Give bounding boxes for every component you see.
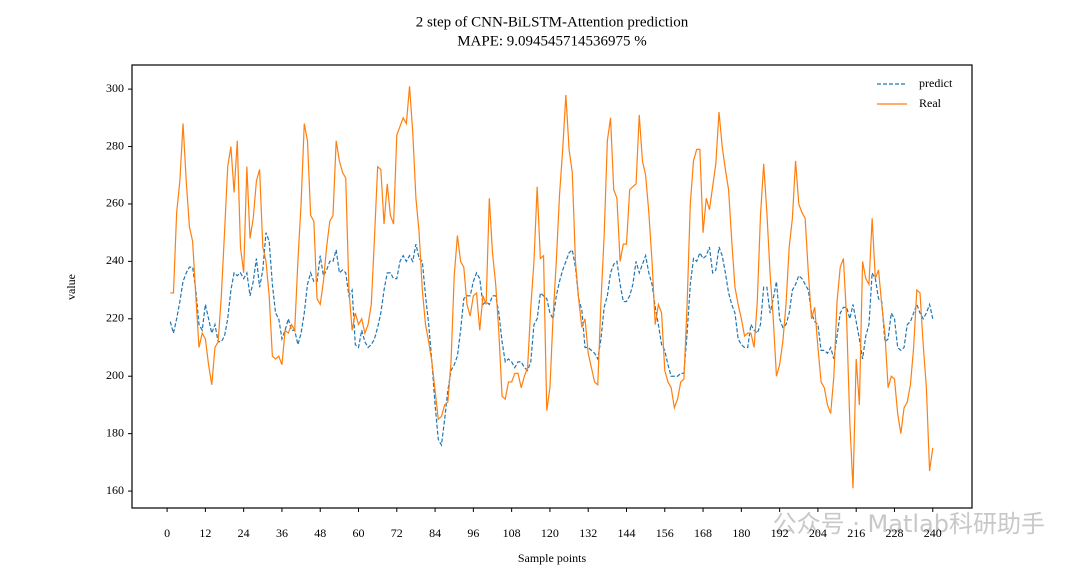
x-tick-label: 24: [238, 526, 250, 540]
legend-label: Real: [919, 96, 942, 110]
x-tick-label: 96: [467, 526, 479, 540]
series-line: [169, 232, 934, 448]
y-tick-label: 280: [106, 138, 124, 152]
x-tick-label: 144: [617, 526, 635, 540]
x-tick-label: 36: [276, 526, 288, 540]
x-tick-label: 108: [503, 526, 521, 540]
x-tick-label: 192: [771, 526, 789, 540]
watermark: 公众号 · Matlab科研助手: [773, 510, 1045, 538]
x-axis-label: Sample points: [518, 551, 587, 565]
x-tick-label: 240: [924, 526, 942, 540]
x-tick-label: 120: [541, 526, 559, 540]
x-tick-label: 204: [809, 526, 827, 540]
x-tick-label: 60: [353, 526, 365, 540]
y-tick-label: 180: [106, 425, 124, 439]
x-tick-label: 180: [732, 526, 750, 540]
x-tick-label: 72: [391, 526, 403, 540]
x-tick-label: 228: [885, 526, 903, 540]
y-tick-label: 220: [106, 311, 124, 325]
x-tick-label: 216: [847, 526, 865, 540]
y-tick-label: 300: [106, 81, 124, 95]
legend-label: predict: [919, 76, 953, 90]
y-tick-label: 240: [106, 253, 124, 267]
y-tick-label: 260: [106, 196, 124, 210]
x-tick-label: 48: [314, 526, 326, 540]
x-tick-label: 0: [164, 526, 170, 540]
y-tick-label: 200: [106, 368, 124, 382]
x-tick-label: 132: [579, 526, 597, 540]
x-tick-label: 168: [694, 526, 712, 540]
y-axis-label: value: [64, 274, 78, 300]
x-tick-label: 12: [199, 526, 211, 540]
y-tick-label: 160: [106, 483, 124, 497]
series-line: [170, 86, 934, 489]
chart-subtitle: MAPE: 9.094545714536975 %: [457, 33, 647, 49]
plot-frame: [131, 64, 973, 509]
x-tick-label: 156: [656, 526, 674, 540]
x-tick-label: 84: [429, 526, 441, 540]
chart-title: 2 step of CNN-BiLSTM-Attention predictio…: [416, 14, 689, 30]
